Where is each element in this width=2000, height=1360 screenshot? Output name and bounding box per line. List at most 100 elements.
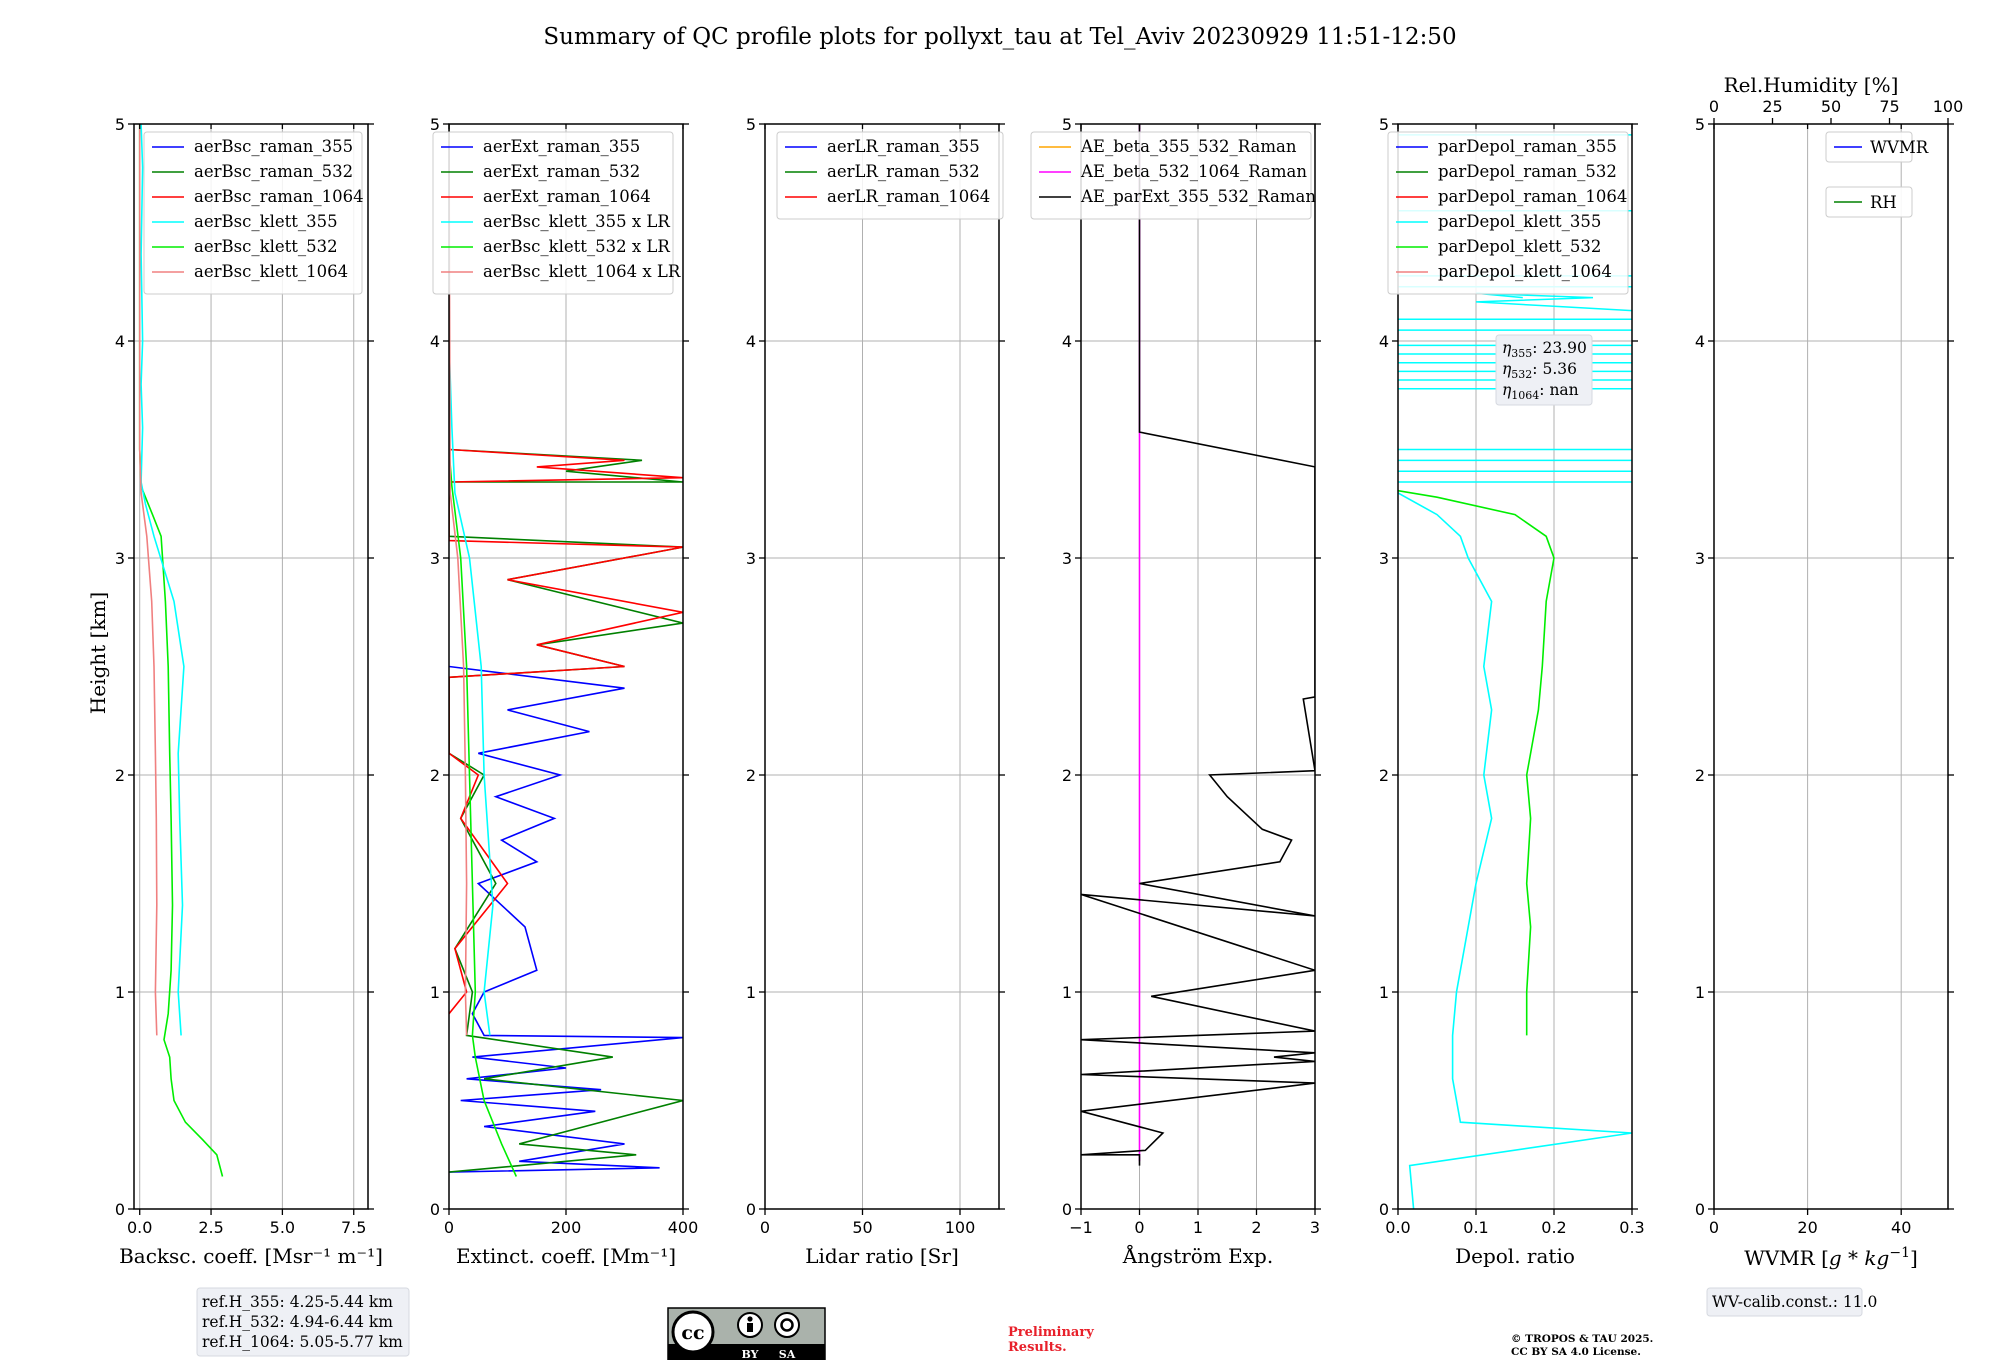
top-x-tick-label: 25	[1762, 97, 1782, 116]
legend-entry: aerBsc_raman_532	[194, 162, 353, 181]
y-tick-label: 4	[1379, 332, 1389, 351]
series-aerBsc_klett_1064	[138, 124, 158, 1036]
axes-frame	[133, 123, 369, 1210]
legend-entry: parDepol_raman_1064	[1438, 187, 1627, 206]
legend-entry: aerBsc_klett_1064	[194, 262, 348, 281]
legend-entry: aerExt_raman_1064	[483, 187, 651, 206]
eta-sub: 1064	[1511, 389, 1539, 402]
panel-depol: 0.0 0.1 0.2 0.3 0 1 2 3 4 5 Depol. ratio parDepol_r…	[1379, 115, 1645, 1268]
note-text: WV-calib.const.: 11.0	[1712, 1293, 1877, 1311]
legend-box	[143, 131, 363, 295]
y-tick-label: 3	[746, 549, 756, 568]
legend-entry: aerExt_raman_355	[483, 137, 640, 156]
eta-colon: :	[1532, 360, 1542, 378]
y-tick-label: 2	[430, 766, 440, 785]
by-label: BY	[742, 1348, 759, 1360]
sa-share-icon	[774, 1312, 800, 1338]
x-tick-label: 3	[1310, 1218, 1320, 1237]
series-aerBsc_klett_532 x LR	[449, 124, 518, 1177]
top-x-tick-label: 50	[1821, 97, 1841, 116]
note-text: ref.H_1064: 5.05-5.77 km	[202, 1333, 403, 1351]
x-tick-label: 0.3	[1619, 1218, 1644, 1237]
x-tick-label: 50	[852, 1218, 872, 1237]
y-tick-label: 0	[1379, 1200, 1389, 1219]
panel-bsc: 0.0 2.5 5.0 7.5 0 1 2 3 4 5 Backsc. coeff. [Msr⁻¹ …	[115, 115, 410, 1357]
legend-entry: aerBsc_klett_355	[194, 212, 338, 231]
y-tick-label: 4	[746, 332, 756, 351]
series-group	[1081, 124, 1315, 1166]
x-axis-label-unit: g * kg	[1829, 1246, 1889, 1270]
legend-entry: aerLR_raman_532	[827, 162, 980, 181]
legend-entry: aerBsc_klett_355 x LR	[483, 212, 670, 231]
x-tick-label: 0.2	[1541, 1218, 1566, 1237]
notes-box	[1706, 1287, 1863, 1317]
legend-entry: aerLR_raman_355	[827, 137, 980, 156]
x-tick-label: 0	[1134, 1218, 1144, 1237]
legend-box	[776, 131, 1004, 220]
x-axis-label: Lidar ratio [Sr]	[805, 1244, 959, 1268]
top-x-tick-label: 100	[1933, 97, 1964, 116]
legend-entry: RH	[1870, 193, 1897, 212]
y-tick-label: 1	[115, 983, 125, 1002]
x-tick-label: 0.0	[1385, 1218, 1410, 1237]
eta-box	[1495, 334, 1593, 406]
y-tick-label: 0	[430, 1200, 440, 1219]
legend-entry: parDepol_raman_532	[1438, 162, 1617, 181]
y-tick-label: 1	[430, 983, 440, 1002]
y-tick-label: 5	[1695, 115, 1705, 134]
x-tick-label: 1	[1193, 1218, 1203, 1237]
y-tick-label: 2	[746, 766, 756, 785]
y-tick-label: 5	[1379, 115, 1389, 134]
legend-entry: aerExt_raman_532	[483, 162, 640, 181]
panel-wv: 0 20 40 0 1 2 3 4 5 WVMR [g * kg−1] 0 25 50 75 100 Rel.…	[1695, 73, 1964, 1317]
y-tick-label: 4	[430, 332, 440, 351]
x-axis-label-end: ]	[1910, 1246, 1918, 1270]
legend-entry: aerBsc_raman_1064	[194, 187, 364, 206]
x-tick-label: 200	[551, 1218, 582, 1237]
x-axis-label: WVMR [g * kg−1]	[1744, 1245, 1918, 1270]
axes-frame	[1713, 123, 1949, 1210]
series-aerBsc_klett_355	[140, 124, 185, 1036]
legend-entry: AE_parExt_355_532_Raman	[1080, 187, 1316, 206]
series-aerBsc_klett_532	[138, 124, 224, 1177]
y-tick-label: 3	[115, 549, 125, 568]
y-tick-label: 1	[746, 983, 756, 1002]
legend-entry: parDepol_klett_532	[1438, 237, 1601, 256]
y-tick-label: 5	[115, 115, 125, 134]
x-axis-label: Depol. ratio	[1455, 1244, 1575, 1268]
x-tick-label: 20	[1797, 1218, 1817, 1237]
y-tick-label: 3	[1379, 549, 1389, 568]
y-tick-label: 1	[1379, 983, 1389, 1002]
legend-entry: parDepol_raman_355	[1438, 137, 1617, 156]
legend: WVMR RH	[1825, 131, 1929, 218]
x-axis-label-sup: −1	[1889, 1245, 1910, 1261]
x-tick-label: 5.0	[270, 1218, 295, 1237]
panel-ext: 0 200 400 0 1 2 3 4 5 Extinct. coeff. [Mm⁻¹] aerEx…	[430, 115, 698, 1268]
y-tick-label: 0	[1695, 1200, 1705, 1219]
y-tick-label: 5	[746, 115, 756, 134]
x-tick-label: 7.5	[341, 1218, 366, 1237]
legend-entry: WVMR	[1870, 138, 1929, 157]
preliminary-text: Results.	[1008, 1340, 1067, 1355]
by-person-body-icon	[747, 1323, 753, 1332]
cc-logo-text: cc	[681, 1322, 704, 1344]
y-tick-label: 4	[1062, 332, 1072, 351]
x-tick-label: 2	[1251, 1218, 1261, 1237]
sa-share-arrow-icon	[780, 1318, 794, 1332]
notes-box	[196, 1287, 410, 1357]
note-text: ref.H_355: 4.25-5.44 km	[202, 1293, 393, 1311]
panels-layer: 0.0 2.5 5.0 7.5 0 1 2 3 4 5 Backsc. coeff. [Msr⁻¹ …	[115, 73, 1964, 1357]
y-tick-label: 3	[1062, 549, 1072, 568]
top-x-tick-label: 75	[1879, 97, 1899, 116]
x-axis-label: Backsc. coeff. [Msr⁻¹ m⁻¹]	[119, 1244, 383, 1268]
copyright-text: © TROPOS & TAU 2025.	[1511, 1333, 1653, 1345]
eta-value: 5.36	[1542, 360, 1577, 378]
x-tick-label: 0.1	[1463, 1218, 1488, 1237]
y-tick-label: 2	[1695, 766, 1705, 785]
y-tick-label: 0	[1062, 1200, 1072, 1219]
figure-title: Summary of QC profile plots for pollyxt_…	[543, 24, 1456, 50]
eta-symbol: η	[1502, 360, 1512, 378]
series-aerExt_raman_1064	[449, 448, 683, 1015]
legend-entry: aerLR_raman_1064	[827, 187, 990, 206]
